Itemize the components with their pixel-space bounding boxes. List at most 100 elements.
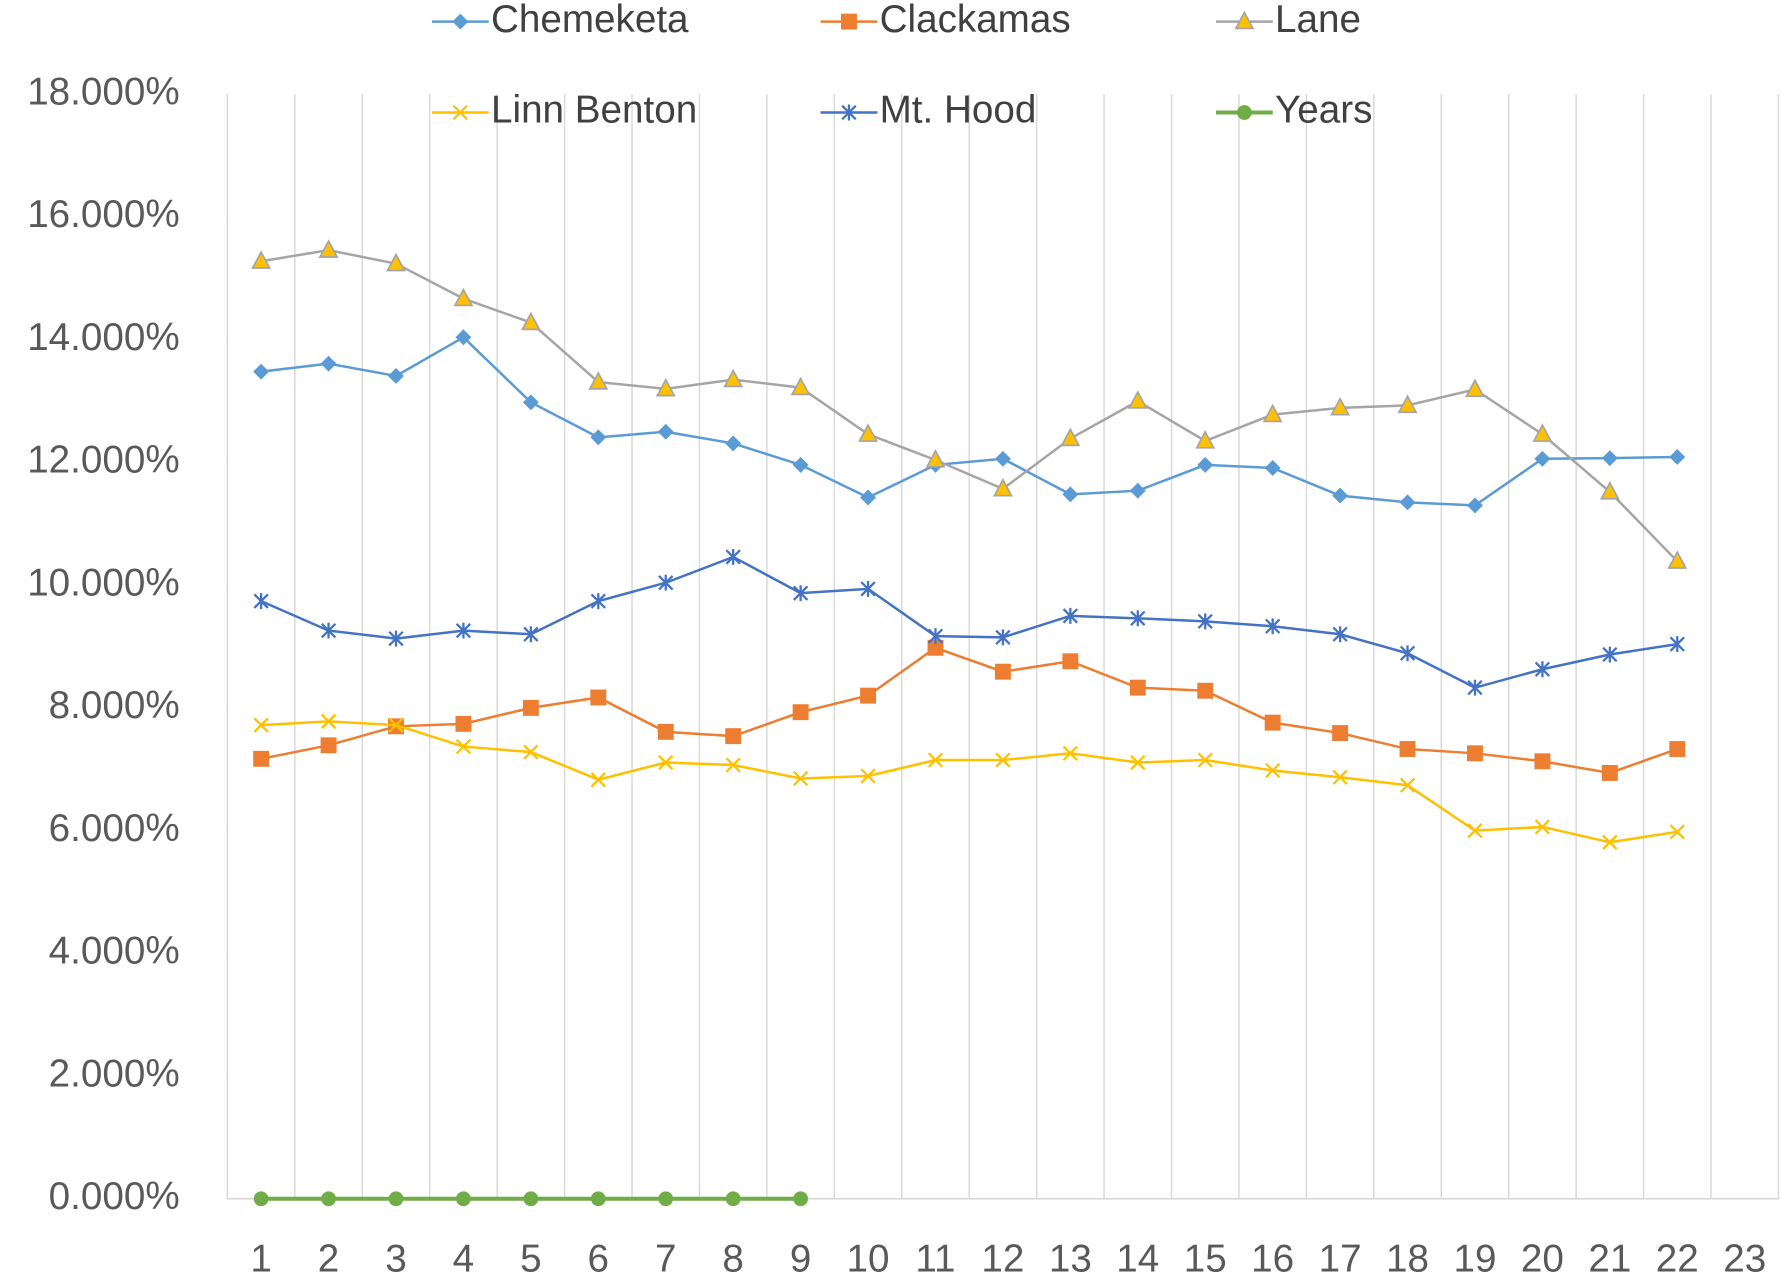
marker [523,744,539,760]
marker [723,368,744,388]
marker [588,371,609,390]
marker [318,239,339,258]
marker [995,629,1011,646]
marker [1062,486,1079,503]
marker [1399,645,1416,662]
x-tick-label: 12 [981,1237,1024,1280]
marker [320,737,337,754]
marker [590,772,606,788]
marker [1669,824,1685,840]
marker [1129,679,1146,696]
marker [1127,390,1148,409]
marker [253,717,269,733]
line [260,248,1679,563]
marker [1467,497,1483,514]
marker [523,626,539,643]
legend-label: Years [1275,89,1372,132]
marker [1265,618,1281,635]
marker [1264,714,1281,731]
marker [1534,450,1551,467]
x-tick-label: 2 [318,1237,339,1280]
marker [657,423,674,440]
line [261,720,1678,844]
series [251,239,1688,569]
marker [455,715,472,732]
marker [1332,769,1348,785]
marker [927,752,944,768]
marker [1397,394,1418,414]
marker [1602,646,1618,663]
marker [590,593,606,610]
marker [792,585,809,602]
marker [520,311,541,331]
marker [590,429,607,446]
legend-label: Chemeketa [491,0,689,41]
marker [658,1191,674,1207]
marker [858,423,878,442]
x-tick-label: 14 [1116,1237,1159,1280]
marker [725,757,741,773]
marker [1669,636,1685,653]
x-tick-label: 20 [1521,1237,1564,1280]
line [260,335,1678,507]
marker [860,489,877,506]
marker [655,377,676,397]
marker [320,355,337,372]
marker [992,477,1013,497]
marker [1130,610,1146,627]
marker [994,663,1011,680]
x-tick-label: 16 [1251,1237,1294,1280]
marker [253,750,270,767]
y-tick-label: 10.000% [27,561,179,604]
marker [1467,745,1483,762]
x-tick-label: 5 [520,1237,541,1280]
marker [1332,487,1349,504]
y-tick-label: 18.000% [27,71,179,114]
marker [321,1191,336,1207]
marker [523,1191,539,1207]
marker [1129,482,1146,499]
marker [841,104,857,121]
marker [1399,777,1416,793]
marker [994,450,1011,467]
x-tick-label: 15 [1184,1237,1227,1280]
marker [1060,427,1081,447]
y-tick-label: 8.000% [49,684,180,727]
marker [792,704,809,721]
y-tick-label: 6.000% [49,807,180,850]
marker [1330,396,1351,416]
line [260,646,1678,775]
marker [1130,754,1146,771]
marker [522,699,539,716]
marker [1667,550,1688,569]
marker [1669,448,1686,465]
marker [1532,423,1553,442]
series [253,549,1685,696]
marker [1236,105,1252,120]
legend-label: Lane [1275,0,1361,41]
marker [1332,626,1348,643]
marker [1599,481,1620,500]
marker [1062,745,1078,761]
marker [1602,834,1618,850]
x-tick-label: 9 [790,1237,811,1280]
marker [253,593,269,610]
series [253,1191,809,1207]
marker [658,574,674,591]
series [253,639,1686,781]
legend-label: Clackamas [880,0,1071,41]
marker [1534,753,1551,770]
y-tick-label: 14.000% [27,316,179,359]
marker [452,104,468,121]
y-tick-label: 12.000% [27,439,179,482]
marker [725,549,741,565]
marker [1197,456,1214,473]
y-tick-label: 0.000% [49,1175,180,1218]
marker [1399,741,1416,757]
marker [995,752,1011,768]
marker [725,728,742,745]
line [260,555,1678,689]
marker [1195,430,1216,449]
marker [1197,682,1214,699]
marker [1601,764,1618,781]
